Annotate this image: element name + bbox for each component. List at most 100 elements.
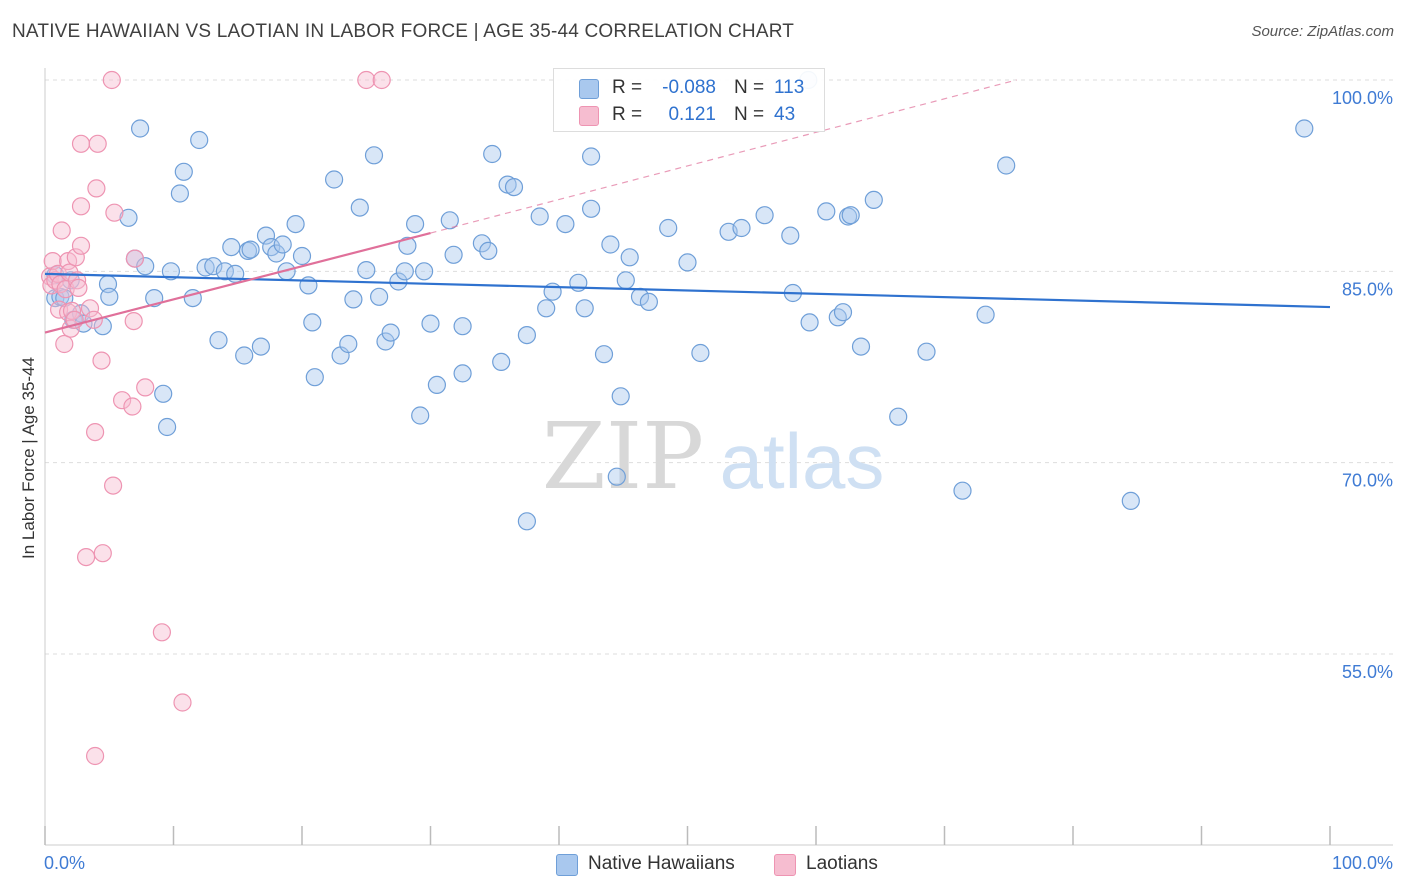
legend-n-value: 43	[774, 104, 796, 125]
native-hawaiian-point	[1121, 491, 1140, 510]
laotian-point	[85, 746, 105, 766]
laotian-point	[123, 397, 142, 416]
native-hawaiian-point	[678, 253, 697, 272]
native-hawaiian-point	[620, 248, 639, 267]
native-hawaiian-point	[659, 218, 678, 238]
native-hawaiian-point	[305, 368, 324, 387]
laotian-point	[103, 476, 123, 495]
native-hawaiian-point	[292, 246, 312, 266]
legend-swatch-pink	[579, 106, 599, 126]
native-hawaiian-point	[479, 241, 498, 260]
native-hawaiian-point	[732, 218, 751, 238]
native-hawaiian-point	[755, 206, 774, 225]
laotian-point	[102, 70, 121, 90]
laotian-point	[55, 334, 74, 354]
native-hawaiian-point	[453, 317, 472, 336]
legend-row-laotians: R = 0.121 N = 43	[554, 100, 824, 128]
laotian-point	[124, 312, 143, 331]
native-hawaiian-point	[100, 287, 119, 306]
x-tick-label-min: 0.0%	[44, 853, 85, 873]
native-hawaiian-point	[364, 146, 384, 165]
native-hawaiian-point	[241, 240, 260, 259]
native-hawaiian-point	[800, 313, 819, 332]
laotian-point	[76, 547, 96, 567]
native-hawaiian-point	[131, 119, 150, 138]
laotian-point	[372, 70, 391, 90]
native-hawaiian-point	[251, 337, 270, 356]
laotian-point	[125, 249, 144, 268]
native-hawaiian-point	[273, 235, 292, 254]
legend-n-label: N =	[734, 104, 765, 125]
native-hawaiian-point	[256, 226, 276, 245]
native-hawaiian-point	[215, 262, 234, 281]
legend-label: Laotians	[806, 853, 878, 874]
laotian-point	[71, 197, 91, 216]
laotian-point	[357, 70, 376, 90]
legend-r-value: -0.088	[662, 77, 716, 98]
native-hawaiian-point	[170, 184, 189, 203]
legend-r-label: R =	[612, 104, 643, 125]
native-hawaiian-point	[851, 337, 871, 356]
native-hawaiian-point	[370, 287, 389, 306]
laotian-trend-line-extension	[430, 79, 1017, 234]
chart-title: NATIVE HAWAIIAN VS LAOTIAN IN LABOR FORC…	[12, 21, 795, 42]
native-hawaiian-point	[997, 156, 1016, 175]
native-hawaiian-point	[1295, 119, 1314, 138]
laotian-point	[67, 271, 87, 290]
native-hawaiian-point	[303, 313, 322, 332]
native-hawaiian-point	[235, 346, 254, 365]
native-hawaiian-trend-line	[44, 272, 1331, 309]
native-hawaiian-point	[594, 345, 614, 364]
laotian-point	[112, 391, 132, 410]
watermark-zip: ZIP	[542, 403, 704, 510]
watermark-atlas: atlas	[720, 417, 885, 505]
native-hawaiian-point	[581, 147, 601, 166]
laotian-point	[87, 179, 106, 198]
native-hawaiian-point	[607, 467, 626, 486]
y-tick-label: 85.0%	[1342, 279, 1393, 299]
native-hawaiian-point	[286, 215, 305, 234]
laotian-point	[152, 623, 171, 642]
legend-swatch-blue	[556, 854, 578, 876]
native-hawaiian-point	[575, 299, 594, 318]
native-hawaiian-point	[616, 271, 635, 290]
x-tick-label-max: 100.0%	[1332, 853, 1393, 873]
gridlines	[45, 79, 1393, 655]
native-hawaiian-point	[421, 314, 440, 333]
laotian-point	[105, 203, 124, 222]
laotian-point	[71, 236, 91, 255]
source-credit: Source: ZipAtlas.com	[1251, 23, 1394, 40]
data-points	[40, 70, 1314, 766]
native-hawaiian-point	[161, 262, 180, 281]
native-hawaiian-point	[350, 198, 369, 217]
native-hawaiian-point	[398, 236, 417, 255]
native-hawaiian-point	[381, 323, 400, 342]
laotian-point	[92, 351, 111, 370]
watermark: ZIP atlas	[542, 403, 884, 510]
legend-swatch-pink	[774, 854, 796, 876]
native-hawaiian-point	[395, 262, 414, 281]
y-tick-label: 100.0%	[1332, 88, 1393, 108]
legend-n-value: 113	[774, 77, 805, 98]
y-axis-label: In Labor Force | Age 35-44	[19, 357, 38, 559]
native-hawaiian-point	[222, 238, 241, 257]
native-hawaiian-point	[639, 292, 659, 311]
laotian-point	[52, 221, 71, 240]
laotian-point	[66, 248, 85, 267]
laotian-point	[71, 134, 91, 153]
native-hawaiian-point	[492, 352, 511, 371]
native-hawaiian-point	[976, 305, 995, 324]
native-hawaiian-point	[196, 258, 215, 277]
y-tick-label: 55.0%	[1342, 662, 1393, 682]
native-hawaiian-point	[411, 406, 430, 425]
correlation-legend: R = -0.088 N = 113 R = 0.121 N = 43	[553, 68, 825, 132]
native-hawaiian-point	[611, 387, 630, 406]
legend-row-native-hawaiians: R = -0.088 N = 113	[554, 73, 824, 101]
native-hawaiian-point	[953, 481, 972, 500]
native-hawaiian-point	[267, 244, 286, 263]
native-hawaiian-point	[376, 332, 395, 351]
native-hawaiian-point	[483, 144, 502, 164]
laotian-point	[88, 134, 107, 153]
native-hawaiian-point	[828, 308, 847, 327]
native-hawaiian-point	[389, 272, 408, 291]
